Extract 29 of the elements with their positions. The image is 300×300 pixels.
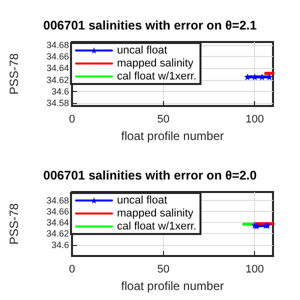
y-tick-label: 34.64 <box>46 63 69 74</box>
legend-label: mapped salinity <box>117 58 194 70</box>
x-tick-label: 0 <box>68 264 76 276</box>
legend-label: mapped salinity <box>117 208 194 220</box>
y-tick-label: 34.68 <box>46 40 69 50</box>
y-tick-label: 34.62 <box>46 74 69 85</box>
y-axis-title: PSS-78 <box>7 203 21 245</box>
x-tick-label: 100 <box>246 264 264 276</box>
x-axis-title: float profile number <box>121 129 224 143</box>
y-tick-label: 34.6 <box>51 240 69 250</box>
legend-label: cal float w/1xerr. <box>117 70 196 82</box>
x-tick-label: 50 <box>157 264 170 276</box>
y-tick-label: 34.68 <box>46 195 69 206</box>
x-tick-label: 0 <box>68 114 76 126</box>
y-axis-title: PSS-78 <box>7 53 21 95</box>
chart-title: 006701 salinities with error on θ=2.1 <box>43 18 257 32</box>
y-tick-label: 34.66 <box>46 206 69 216</box>
legend-label: uncal float <box>117 44 168 56</box>
x-axis-title: float profile number <box>121 279 224 293</box>
y-tick-label: 34.62 <box>46 228 69 239</box>
y-tick-label: 34.64 <box>46 218 69 228</box>
legend-label: cal float w/1xerr. <box>117 220 196 232</box>
y-tick-label: 34.6 <box>51 86 69 96</box>
y-tick-label: 34.66 <box>46 52 69 62</box>
legend-label: uncal float <box>117 194 168 206</box>
x-tick-label: 100 <box>246 114 264 126</box>
x-tick-label: 50 <box>157 114 170 126</box>
chart-title: 006701 salinities with error on θ=2.0 <box>43 168 257 182</box>
y-tick-label: 34.58 <box>46 98 69 108</box>
